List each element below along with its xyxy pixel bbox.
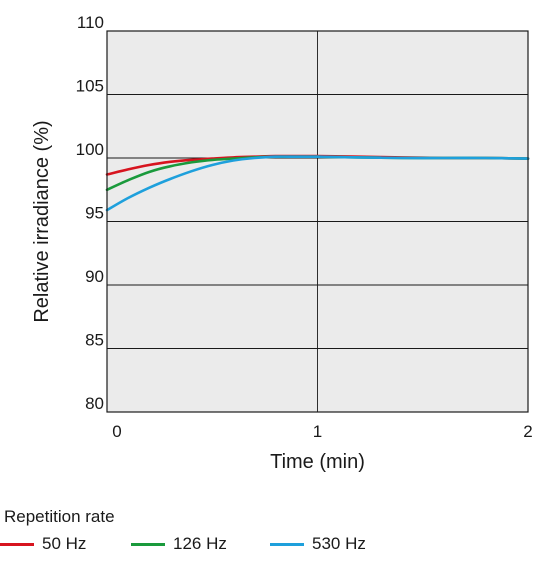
plot-frame <box>106 30 529 413</box>
legend-swatch-530hz <box>270 542 304 546</box>
legend-title: Repetition rate <box>4 507 115 526</box>
legend-label-50hz: 50 Hz <box>42 534 87 553</box>
x-tick-label: 2 <box>523 422 532 441</box>
chart: 80 85 90 95 100 105 110 0 1 2 Time (min) Relative… <box>31 13 533 473</box>
y-tick-label: 80 <box>85 394 104 413</box>
series-line-530hz <box>105 155 530 212</box>
y-tick-label: 85 <box>85 331 104 350</box>
x-tick-label: 0 <box>112 422 121 441</box>
y-axis-title: Relative irradiance (%) <box>31 120 53 322</box>
legend-item-126hz: 126 Hz <box>131 534 227 554</box>
legend-label-530hz: 530 Hz <box>312 534 366 553</box>
legend-swatch-126hz <box>131 542 165 546</box>
legend-label-126hz: 126 Hz <box>173 534 227 553</box>
legend-item-50hz: 50 Hz <box>0 534 86 554</box>
y-tick-label: 90 <box>85 267 104 286</box>
tick-labels: 80 85 90 95 100 105 110 0 1 2 <box>76 13 533 441</box>
legend: 50 Hz 126 Hz 530 Hz <box>0 534 543 558</box>
y-tick-label: 105 <box>76 77 104 96</box>
y-tick-label: 95 <box>85 204 104 223</box>
x-tick-label: 1 <box>313 422 322 441</box>
legend-item-530hz: 530 Hz <box>270 534 366 554</box>
legend-swatch-50hz <box>0 542 34 546</box>
series-group <box>105 154 530 212</box>
y-tick-label: 110 <box>77 13 104 32</box>
y-tick-label: 100 <box>76 140 104 159</box>
x-axis-title: Time (min) <box>270 451 365 473</box>
